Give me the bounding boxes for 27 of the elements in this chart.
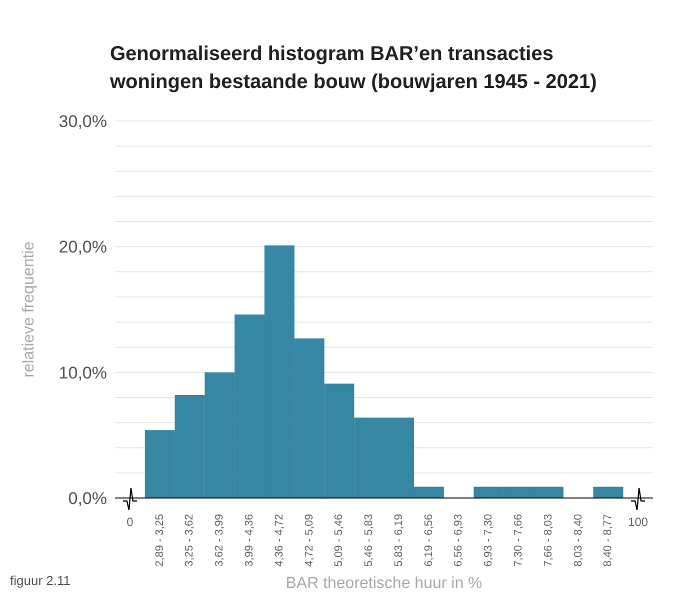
x-tick-label: 3,99 - 4,36: [244, 514, 256, 567]
x-tick-label: 7,30 - 7,66: [512, 514, 524, 567]
x-tick-label: 8,03 - 8,40: [572, 514, 584, 567]
x-tick-label: 5,09 - 5,46: [333, 514, 346, 567]
x-tick-label: 6,93 - 7,30: [482, 514, 495, 567]
y-tick-label: 30,0%: [58, 112, 107, 132]
x-tick-label: 100: [628, 515, 648, 529]
x-tick-label: 5,46 - 5,83: [363, 514, 376, 567]
x-tick-label: 4,72 - 5,09: [303, 514, 316, 567]
chart-title: Genormaliseerd histogram BAR’en transacties woningen bestaande bouw (bouwjaren 1945 - 2021): [110, 42, 598, 95]
x-tick-label: 3,62 - 3,99: [214, 514, 226, 567]
y-tick-label: 0,0%: [68, 489, 107, 508]
x-tick-label: 3,25 - 3,62: [184, 514, 196, 567]
y-tick-label: 20,0%: [58, 238, 107, 257]
x-tick-label: 8,40 - 8,77: [602, 514, 614, 567]
x-tick-label: 4,36 - 4,72: [273, 514, 286, 567]
bar: [593, 486, 624, 498]
x-tick-label: 5,83 - 6,19: [392, 514, 405, 567]
x-tick-label: 2,89 - 3,25: [154, 514, 166, 567]
x-tick-label: 6,19 - 6,56: [422, 514, 435, 567]
x-tick-label: 0: [126, 515, 134, 529]
x-tick-label: 6,56 - 6,93: [452, 514, 465, 567]
text: figuur 2.11: [10, 573, 70, 588]
y-tick-label: 10,0%: [58, 363, 107, 382]
y-axis-title: relatieve frequentie: [20, 241, 38, 378]
x-axis-title: BAR theoretische huur in %: [286, 575, 482, 592]
x-tick-label: 7,66 - 8,03: [542, 514, 554, 567]
